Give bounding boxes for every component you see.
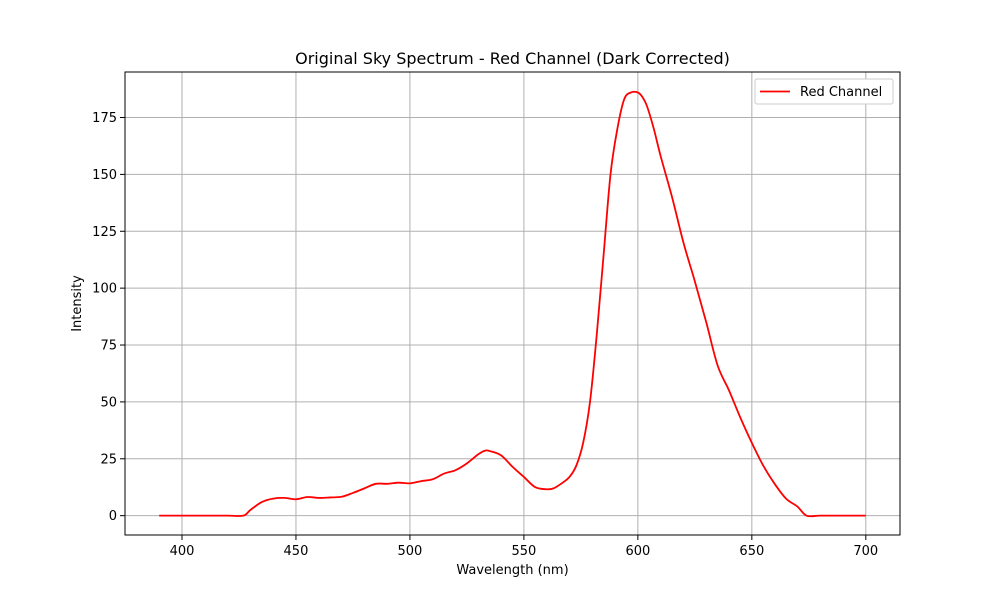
- series-lines: [159, 90, 866, 518]
- x-tick-label: 700: [853, 544, 878, 559]
- legend-label: Red Channel: [800, 85, 882, 100]
- series-line-red-channel: [159, 90, 866, 518]
- y-tick-label: 50: [100, 395, 117, 410]
- grid: [125, 72, 900, 535]
- x-tick-label: 400: [170, 544, 195, 559]
- axis-ticks: 400 450 500 550 600 650 700 0 25 50 75 100 125 150 175: [92, 111, 878, 559]
- y-tick-label: 175: [92, 111, 117, 126]
- x-tick-label: 550: [511, 544, 536, 559]
- x-axis-label: Wavelength (nm): [456, 563, 568, 578]
- x-tick-label: 450: [284, 544, 309, 559]
- y-tick-label: 75: [100, 339, 117, 354]
- x-tick-label: 600: [625, 544, 650, 559]
- y-tick-label: 25: [100, 452, 117, 467]
- legend-box: [754, 78, 894, 105]
- x-tick-label: 650: [739, 544, 764, 559]
- y-tick-label: 100: [92, 282, 117, 297]
- chart-title: Original Sky Spectrum - Red Channel (Dar…: [295, 49, 730, 68]
- y-tick-label: 150: [92, 168, 117, 183]
- plot-frame: [124, 71, 901, 536]
- legend: Red Channel: [754, 78, 894, 105]
- y-tick-label: 0: [109, 509, 117, 524]
- y-axis-label: Intensity: [70, 275, 85, 332]
- y-tick-label: 125: [92, 225, 117, 240]
- x-tick-label: 500: [398, 544, 423, 559]
